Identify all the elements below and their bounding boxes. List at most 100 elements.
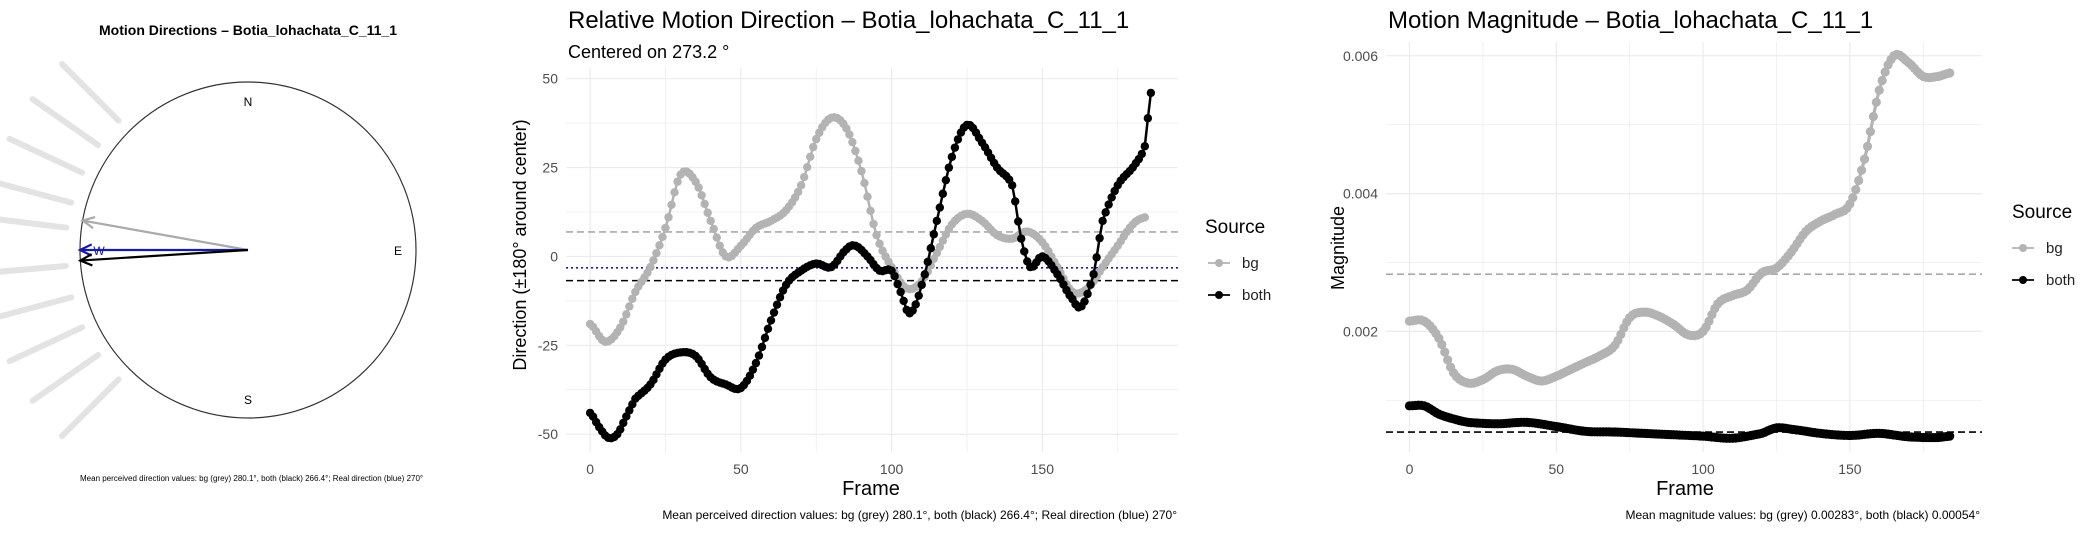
magnitude-legend-label-bg: bg	[2046, 240, 2063, 257]
magnitude-y-tick-label: 0.002	[1343, 323, 1378, 339]
direction-y-axis-label: Direction (±180° around center)	[510, 119, 530, 370]
direction-point-bg	[872, 230, 881, 240]
direction-point-bg	[848, 137, 857, 147]
compass-bg-ray-6	[0, 262, 69, 275]
compass-south-label: S	[244, 393, 252, 407]
direction-point-bg	[706, 216, 715, 226]
direction-point-bg	[805, 152, 815, 162]
direction-point-both	[616, 425, 625, 434]
magnitude-point-bg	[1874, 85, 1884, 95]
direction-point-bg	[655, 241, 664, 250]
magnitude-legend-label-both: both	[2046, 272, 2075, 289]
magnitude-y-axis-label: Magnitude	[1328, 206, 1348, 290]
magnitude-y-tick-label: 0.006	[1343, 48, 1378, 64]
direction-point-bg	[869, 219, 878, 229]
direction-series-line-bg	[589, 116, 1146, 344]
direction-point-both	[932, 216, 942, 226]
direction-point-both	[766, 316, 776, 325]
direction-point-bg	[854, 156, 863, 165]
direction-point-bg	[793, 187, 803, 197]
direction-point-bg	[875, 239, 884, 248]
direction-point-both	[748, 365, 758, 374]
direction-point-both	[1140, 142, 1150, 151]
direction-point-both	[920, 270, 929, 279]
compass-arrowhead-both	[77, 253, 93, 267]
direction-point-both	[1095, 233, 1104, 243]
direction-y-tick-label: -50	[538, 426, 558, 442]
compass-bg-ray-10	[59, 376, 122, 439]
direction-point-bg	[649, 256, 658, 265]
magnitude-point-bg	[1945, 68, 1955, 78]
direction-point-both	[751, 358, 761, 368]
direction-y-tick-label: 25	[542, 160, 558, 176]
direction-point-bg	[715, 241, 724, 250]
magnitude-point-bg	[1871, 97, 1881, 107]
magnitude-point-bg	[1859, 154, 1870, 164]
direction-plot-area: 0 50 100 150 -50 -25 0 25 50	[538, 68, 1178, 477]
direction-point-both	[757, 342, 767, 352]
direction-point-both	[1137, 149, 1147, 159]
magnitude-point-bg	[1862, 141, 1873, 151]
direction-point-both	[896, 287, 905, 297]
compass-bg-ray-7	[0, 294, 75, 320]
direction-point-bg	[661, 223, 670, 233]
direction-point-bg	[851, 146, 860, 156]
direction-x-tick-label: 150	[1031, 461, 1055, 477]
compass-bg-ray-3	[6, 135, 86, 176]
direction-point-bg	[857, 166, 866, 176]
direction-point-both	[1104, 200, 1113, 209]
direction-y-tick-label: 50	[542, 71, 558, 87]
direction-point-bg	[700, 199, 709, 209]
direction-legend-marker-both	[1215, 291, 1223, 299]
direction-point-both	[917, 280, 926, 290]
direction-footer: Mean perceived direction values: bg (gre…	[662, 508, 1177, 522]
direction-point-bg	[812, 134, 821, 144]
magnitude-point-bg	[1437, 339, 1447, 350]
direction-point-bg	[845, 130, 854, 139]
magnitude-point-bg	[1848, 192, 1858, 203]
direction-point-both	[1098, 216, 1107, 226]
magnitude-point-both	[1945, 431, 1955, 441]
direction-point-bg	[703, 208, 712, 217]
direction-point-both	[953, 135, 963, 144]
magnitude-x-tick-label: 50	[1548, 461, 1564, 477]
compass-bg-ray-9	[29, 351, 102, 404]
direction-point-bg	[628, 294, 637, 303]
compass-bg-ray-5	[0, 216, 70, 231]
compass-arrowhead-bg	[80, 215, 96, 230]
direction-point-both	[947, 152, 957, 162]
direction-point-bg	[697, 191, 706, 200]
direction-x-tick-label: 100	[880, 461, 904, 477]
compass-arrows	[77, 215, 249, 267]
magnitude-point-bg	[1857, 165, 1867, 175]
direction-legend-title: Source	[1205, 217, 1265, 238]
direction-point-both	[926, 243, 935, 253]
direction-point-bg	[799, 172, 809, 182]
compass-bg-ray-4	[0, 180, 75, 206]
direction-point-bg	[658, 232, 667, 242]
direction-point-both	[914, 291, 923, 300]
direction-y-tick-label: -25	[538, 337, 558, 353]
direction-point-both	[1014, 217, 1023, 226]
direction-point-both	[923, 257, 932, 267]
direction-y-tick-label: 0	[550, 248, 558, 264]
magnitude-x-axis-label: Frame	[1656, 478, 1714, 500]
magnitude-title: Motion Magnitude – Botia_lohachata_C_11_…	[1388, 7, 1873, 34]
compass-background-rays	[0, 61, 122, 439]
direction-point-both	[911, 300, 920, 309]
direction-point-both	[1017, 234, 1026, 243]
direction-point-bg	[709, 224, 718, 234]
direction-point-both	[1080, 297, 1089, 306]
direction-x-tick-label: 50	[733, 461, 749, 477]
direction-x-axis-label: Frame	[842, 478, 900, 500]
magnitude-point-bg	[1880, 67, 1890, 77]
magnitude-point-bg	[1440, 347, 1450, 357]
compass-chart: Motion Directions – Botia_lohachata_C_11…	[0, 22, 423, 483]
direction-point-both	[1146, 88, 1156, 98]
direction-point-bg	[667, 200, 676, 209]
magnitude-chart: Motion Magnitude – Botia_lohachata_C_11_…	[1328, 7, 2075, 522]
direction-point-both	[1020, 247, 1029, 256]
direction-point-both	[775, 293, 785, 302]
compass-bg-ray-8	[6, 324, 86, 365]
direction-point-bg	[619, 317, 628, 326]
